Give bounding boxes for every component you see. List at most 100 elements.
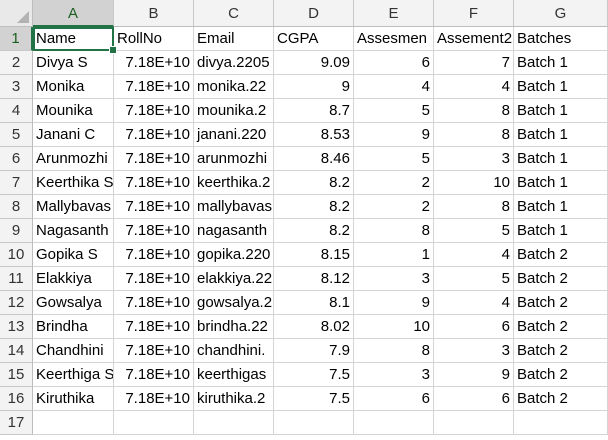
cell-c6[interactable]: arunmozhi — [194, 147, 274, 171]
cell-e5[interactable]: 9 — [354, 123, 434, 147]
cell-f5[interactable]: 8 — [434, 123, 514, 147]
cell-f13[interactable]: 6 — [434, 315, 514, 339]
cell-a10[interactable]: Gopika S — [33, 243, 114, 267]
cell-c17[interactable] — [194, 411, 274, 435]
cell-a8[interactable]: Mallybavas — [33, 195, 114, 219]
cell-b14[interactable]: 7.18E+10 — [114, 339, 194, 363]
cell-a3[interactable]: Monika — [33, 75, 114, 99]
cell-d16[interactable]: 7.5 — [274, 387, 354, 411]
cell-c11[interactable]: elakkiya.22 — [194, 267, 274, 291]
cell-d13[interactable]: 8.02 — [274, 315, 354, 339]
cell-b10[interactable]: 7.18E+10 — [114, 243, 194, 267]
cell-a14[interactable]: Chandhini — [33, 339, 114, 363]
row-header-12[interactable]: 12 — [0, 291, 33, 315]
select-all-button[interactable] — [0, 0, 33, 27]
cell-g7[interactable]: Batch 1 — [514, 171, 608, 195]
row-header-2[interactable]: 2 — [0, 51, 33, 75]
row-header-15[interactable]: 15 — [0, 363, 33, 387]
cell-g14[interactable]: Batch 2 — [514, 339, 608, 363]
cell-f6[interactable]: 3 — [434, 147, 514, 171]
cell-b7[interactable]: 7.18E+10 — [114, 171, 194, 195]
cell-g12[interactable]: Batch 2 — [514, 291, 608, 315]
cell-f11[interactable]: 5 — [434, 267, 514, 291]
cell-b12[interactable]: 7.18E+10 — [114, 291, 194, 315]
cell-b16[interactable]: 7.18E+10 — [114, 387, 194, 411]
row-header-9[interactable]: 9 — [0, 219, 33, 243]
cell-g15[interactable]: Batch 2 — [514, 363, 608, 387]
cell-f8[interactable]: 8 — [434, 195, 514, 219]
cell-e10[interactable]: 1 — [354, 243, 434, 267]
column-header-d[interactable]: D — [274, 0, 354, 27]
cell-d1[interactable]: CGPA — [274, 27, 354, 51]
cell-b15[interactable]: 7.18E+10 — [114, 363, 194, 387]
cell-e4[interactable]: 5 — [354, 99, 434, 123]
cell-d12[interactable]: 8.1 — [274, 291, 354, 315]
cell-g9[interactable]: Batch 1 — [514, 219, 608, 243]
cell-a1[interactable]: Name — [33, 27, 114, 51]
column-header-f[interactable]: F — [434, 0, 514, 27]
cell-c8[interactable]: mallybavas — [194, 195, 274, 219]
cell-g16[interactable]: Batch 2 — [514, 387, 608, 411]
cell-g11[interactable]: Batch 2 — [514, 267, 608, 291]
cell-e1[interactable]: Assesmen — [354, 27, 434, 51]
cell-b13[interactable]: 7.18E+10 — [114, 315, 194, 339]
row-header-6[interactable]: 6 — [0, 147, 33, 171]
cell-f7[interactable]: 10 — [434, 171, 514, 195]
row-header-10[interactable]: 10 — [0, 243, 33, 267]
cell-e7[interactable]: 2 — [354, 171, 434, 195]
cell-d3[interactable]: 9 — [274, 75, 354, 99]
cell-e13[interactable]: 10 — [354, 315, 434, 339]
cell-d10[interactable]: 8.15 — [274, 243, 354, 267]
cell-b1[interactable]: RollNo — [114, 27, 194, 51]
cell-c10[interactable]: gopika.220 — [194, 243, 274, 267]
cell-f10[interactable]: 4 — [434, 243, 514, 267]
cell-c3[interactable]: monika.22 — [194, 75, 274, 99]
cell-d14[interactable]: 7.9 — [274, 339, 354, 363]
cell-f12[interactable]: 4 — [434, 291, 514, 315]
cell-a5[interactable]: Janani C — [33, 123, 114, 147]
cell-b4[interactable]: 7.18E+10 — [114, 99, 194, 123]
cell-d6[interactable]: 8.46 — [274, 147, 354, 171]
cell-g10[interactable]: Batch 2 — [514, 243, 608, 267]
row-header-7[interactable]: 7 — [0, 171, 33, 195]
cell-a6[interactable]: Arunmozhi — [33, 147, 114, 171]
cell-d9[interactable]: 8.2 — [274, 219, 354, 243]
cell-d2[interactable]: 9.09 — [274, 51, 354, 75]
cell-g8[interactable]: Batch 1 — [514, 195, 608, 219]
cell-a2[interactable]: Divya S — [33, 51, 114, 75]
row-header-4[interactable]: 4 — [0, 99, 33, 123]
column-header-c[interactable]: C — [194, 0, 274, 27]
cell-d5[interactable]: 8.53 — [274, 123, 354, 147]
cell-g6[interactable]: Batch 1 — [514, 147, 608, 171]
cell-c4[interactable]: mounika.2 — [194, 99, 274, 123]
cell-b11[interactable]: 7.18E+10 — [114, 267, 194, 291]
row-header-3[interactable]: 3 — [0, 75, 33, 99]
cell-c13[interactable]: brindha.22 — [194, 315, 274, 339]
cell-f17[interactable] — [434, 411, 514, 435]
fill-handle[interactable] — [109, 46, 117, 54]
cell-f4[interactable]: 8 — [434, 99, 514, 123]
cell-d15[interactable]: 7.5 — [274, 363, 354, 387]
cell-c15[interactable]: keerthigas — [194, 363, 274, 387]
cell-a15[interactable]: Keerthiga S — [33, 363, 114, 387]
cell-c7[interactable]: keerthika.2 — [194, 171, 274, 195]
cell-f1[interactable]: Assement2 — [434, 27, 514, 51]
cell-b2[interactable]: 7.18E+10 — [114, 51, 194, 75]
cell-f14[interactable]: 3 — [434, 339, 514, 363]
row-header-1[interactable]: 1 — [0, 27, 33, 51]
cell-a12[interactable]: Gowsalya — [33, 291, 114, 315]
row-header-14[interactable]: 14 — [0, 339, 33, 363]
cell-e17[interactable] — [354, 411, 434, 435]
cell-c12[interactable]: gowsalya.2 — [194, 291, 274, 315]
cell-b8[interactable]: 7.18E+10 — [114, 195, 194, 219]
cell-c16[interactable]: kiruthika.2 — [194, 387, 274, 411]
cell-e6[interactable]: 5 — [354, 147, 434, 171]
cell-b17[interactable] — [114, 411, 194, 435]
cell-f2[interactable]: 7 — [434, 51, 514, 75]
cell-a9[interactable]: Nagasanth — [33, 219, 114, 243]
row-header-16[interactable]: 16 — [0, 387, 33, 411]
cell-e16[interactable]: 6 — [354, 387, 434, 411]
cell-f15[interactable]: 9 — [434, 363, 514, 387]
cell-c2[interactable]: divya.2205 — [194, 51, 274, 75]
cell-d7[interactable]: 8.2 — [274, 171, 354, 195]
